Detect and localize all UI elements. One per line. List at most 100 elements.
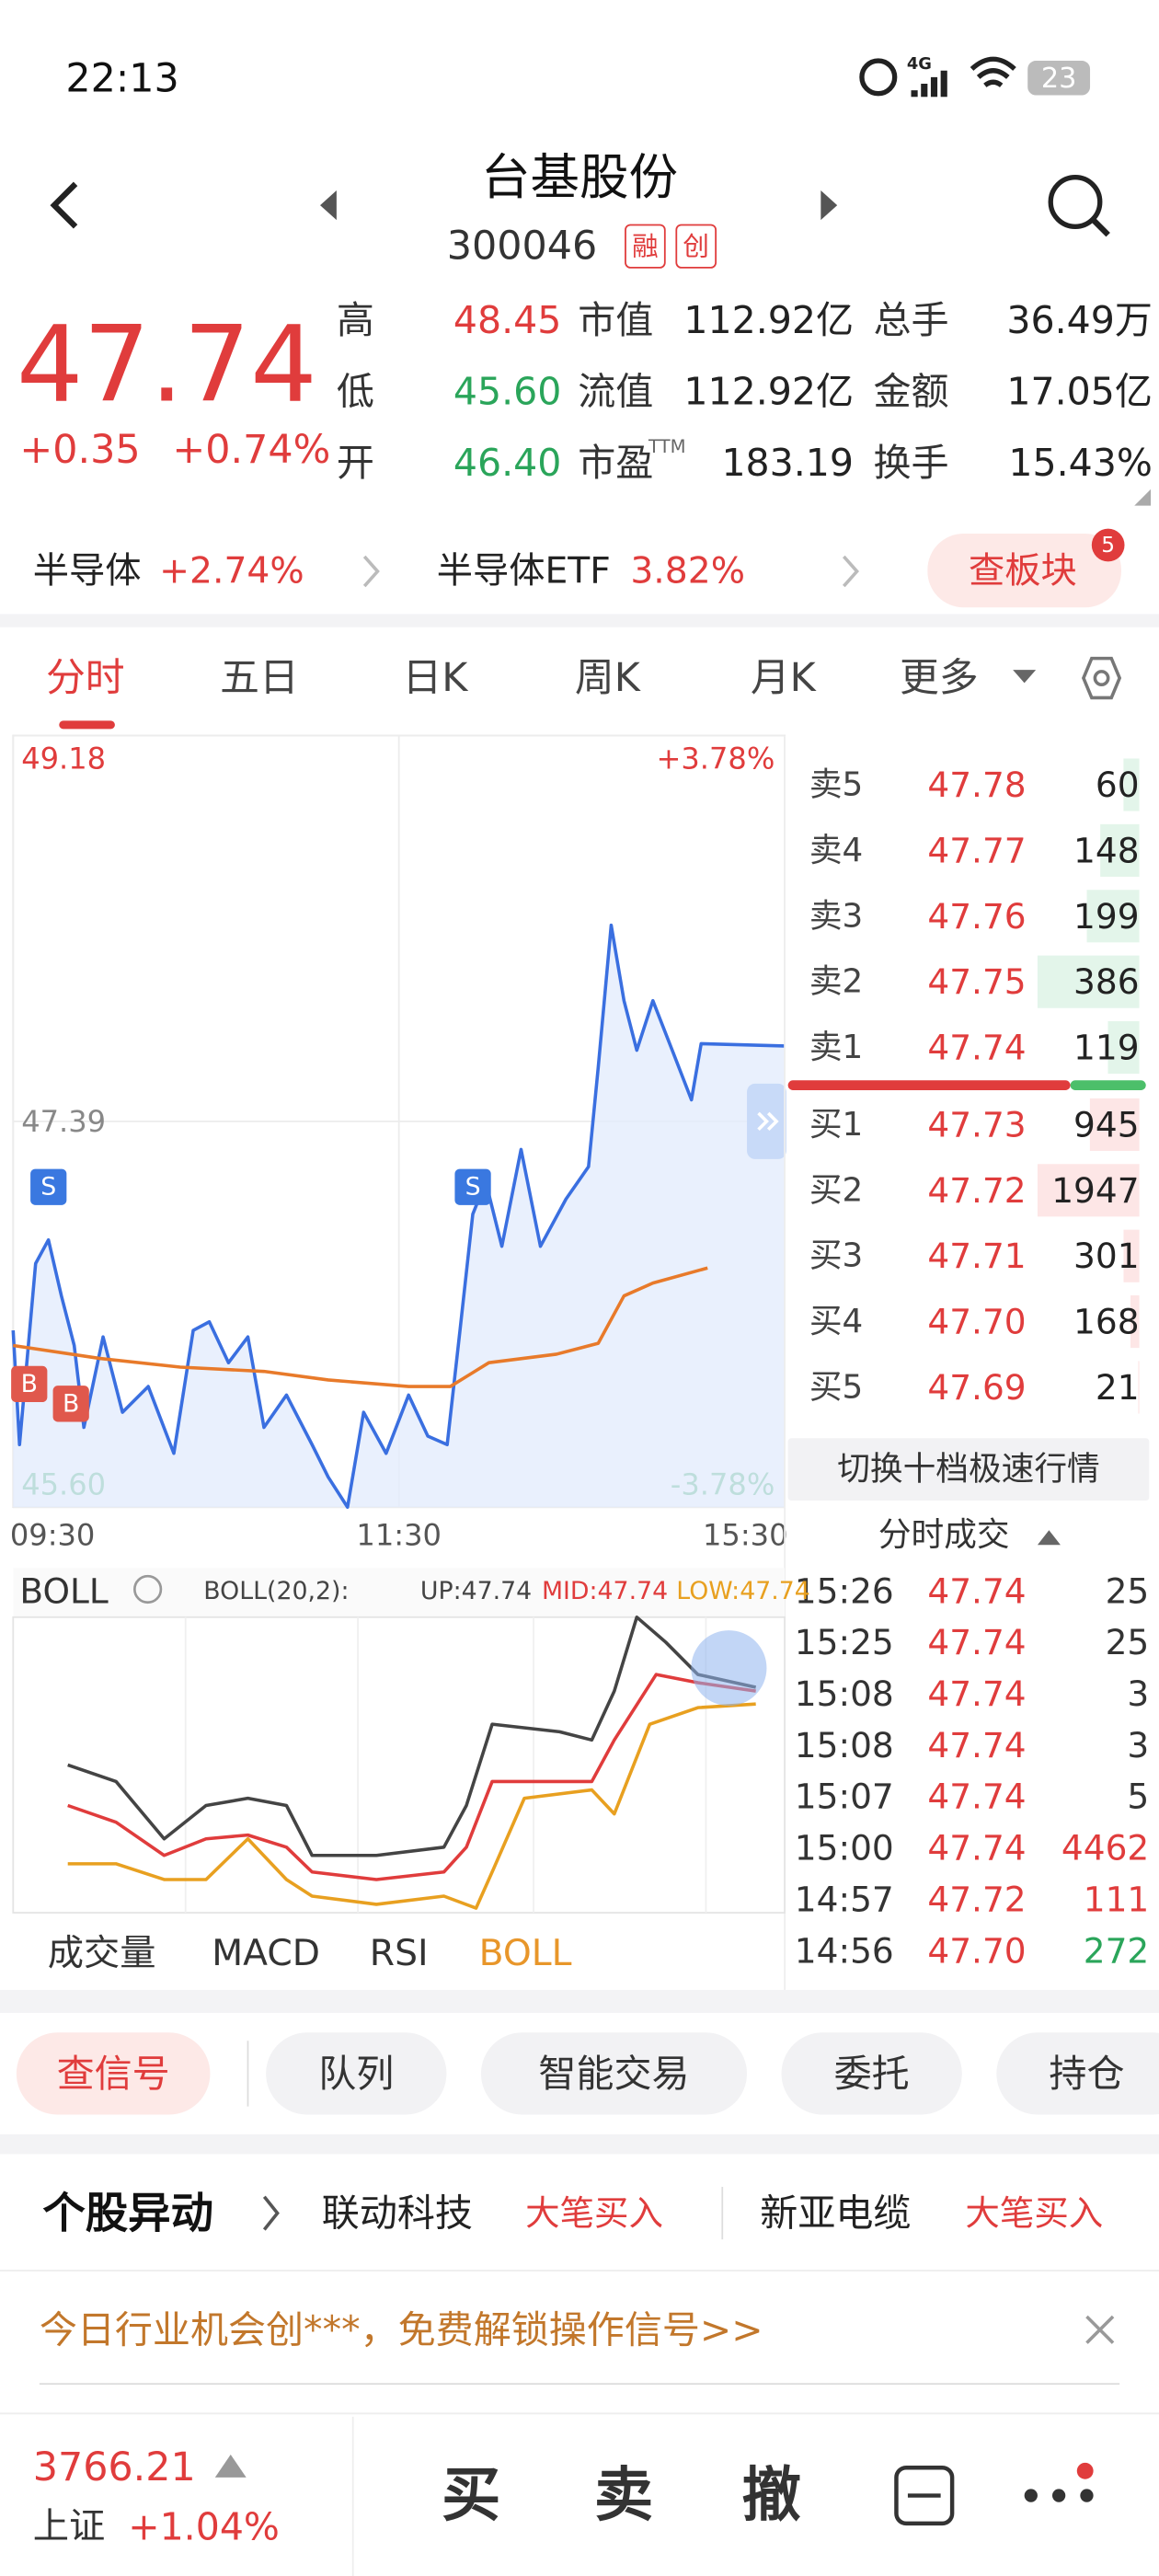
sector-name[interactable]: 半导体ETF [437,551,611,592]
action-label[interactable]: 委托 [834,2052,910,2096]
news-stock[interactable]: 联动科技 [322,2191,473,2236]
legend-entry: MID:47.74 [542,1577,668,1605]
trade-time: 14:57 [795,1879,894,1919]
stat-label: 开 [337,441,374,485]
indicator-tab[interactable]: 成交量 [48,1933,156,1974]
next-stock[interactable] [820,190,838,221]
book-price: 47.70 [927,1302,1026,1342]
sector-change: 3.82% [630,551,745,592]
trade-button[interactable]: 撤 [742,2461,801,2530]
news-stock[interactable]: 新亚电缆 [760,2191,911,2236]
book-price: 47.76 [927,896,1026,937]
stat-superscript: TTM [648,436,686,457]
price-change: +0.35 [19,427,140,473]
chart-tab[interactable]: 月K [751,655,817,701]
sort-arrow [1037,1530,1061,1546]
indicator-tab[interactable]: BOLL [479,1933,572,1974]
signal-label: S [40,1173,56,1202]
indicator-tab[interactable]: RSI [370,1933,429,1974]
trade-price: 47.74 [927,1725,1026,1765]
more-dot [1080,2489,1094,2502]
book-price: 47.72 [927,1170,1026,1211]
trades-title: 分时成交 [878,1516,1010,1554]
stat-value: 48.45 [453,298,561,342]
tag-box [675,224,717,269]
signal-marker [11,1365,48,1403]
separator [0,614,1159,627]
trade-price: 47.74 [927,1828,1026,1869]
book-label: 买1 [809,1106,863,1144]
chart-tab[interactable]: 周K [575,655,641,701]
search-handle [1091,217,1110,237]
trade-price: 47.74 [927,1777,1026,1817]
book-label: 买4 [809,1303,863,1340]
trade-volume: 25 [1106,1622,1150,1662]
chart-tab[interactable]: 五日 [220,655,299,701]
indicator-title: BOLL [19,1570,108,1611]
trade-button[interactable]: 买 [442,2461,500,2530]
book-volume: 199 [1073,896,1140,937]
sector-name[interactable]: 半导体 [33,551,142,592]
price-percent: +0.74% [172,427,330,473]
action-label[interactable]: 持仓 [1049,2052,1124,2096]
book-price: 47.75 [927,961,1026,1002]
series-line [67,1702,756,1910]
chevron [262,2195,280,2231]
stat-value: 112.92亿 [683,370,854,414]
book-label: 卖4 [809,832,863,869]
back-button[interactable] [50,181,78,229]
signal-label: S [465,1173,481,1202]
chart-tab[interactable]: 更多 [900,655,979,701]
sector-button-label[interactable]: 查板块 [969,551,1077,592]
action-label[interactable]: 查信号 [57,2052,170,2096]
promo-banner[interactable]: 今日行业机会创***，免费解锁操作信号>> [40,2307,763,2352]
trade-price: 47.74 [927,1673,1026,1714]
settings-button[interactable] [1081,656,1122,700]
prev-stock[interactable] [320,190,337,221]
action-button[interactable] [480,2032,748,2115]
wifi-icon [970,56,1016,87]
action-button[interactable] [16,2032,211,2115]
search-button[interactable] [1048,175,1103,229]
sector-button[interactable] [927,533,1121,608]
action-button[interactable] [266,2032,447,2115]
close-button[interactable] [1085,2315,1115,2344]
trade-volume: 3 [1127,1673,1149,1714]
action-label[interactable]: 队列 [318,2052,394,2096]
switch-button-label[interactable]: 切换十档极速行情 [837,1451,1100,1489]
trade-volume: 272 [1084,1930,1150,1971]
chart-tab[interactable]: 分时 [46,655,125,701]
indicator-header [13,1568,786,1617]
stat-label: 市值 [578,298,653,342]
separator [0,1989,1159,2013]
book-price: 47.69 [927,1367,1026,1408]
switch-button[interactable] [787,1438,1150,1501]
indicator-area [12,1616,786,1914]
action-button[interactable] [781,2032,962,2115]
stat-value: 36.49万 [1006,298,1153,342]
badge-count: 5 [1101,533,1115,558]
indicator-tab[interactable]: MACD [212,1933,320,1974]
more-dot [1024,2489,1038,2502]
collapse-button[interactable] [894,2465,955,2526]
book-volume: 21 [1096,1367,1140,1408]
stat-value: 15.43% [1008,441,1152,485]
status-time: 22:13 [65,56,178,102]
action-button[interactable] [996,2032,1159,2115]
trade-volume: 111 [1084,1879,1150,1919]
trade-button[interactable]: 卖 [594,2461,653,2530]
signal-bar [940,70,947,98]
action-label[interactable]: 智能交易 [538,2052,689,2096]
stock-name: 台基股份 [481,148,678,206]
book-ratio-sell [1070,1080,1146,1090]
index-name: 上证 [33,2506,106,2547]
stat-label: 流值 [578,370,653,414]
stat-value: 17.05亿 [1006,370,1153,414]
volume-bar [1107,1021,1140,1075]
book-label: 卖2 [809,963,863,1001]
float-button[interactable] [691,1630,767,1707]
y-tick-label: 49.18 [21,741,106,776]
chart-tab[interactable]: 日K [402,655,468,701]
notify-dot [1076,2462,1094,2479]
